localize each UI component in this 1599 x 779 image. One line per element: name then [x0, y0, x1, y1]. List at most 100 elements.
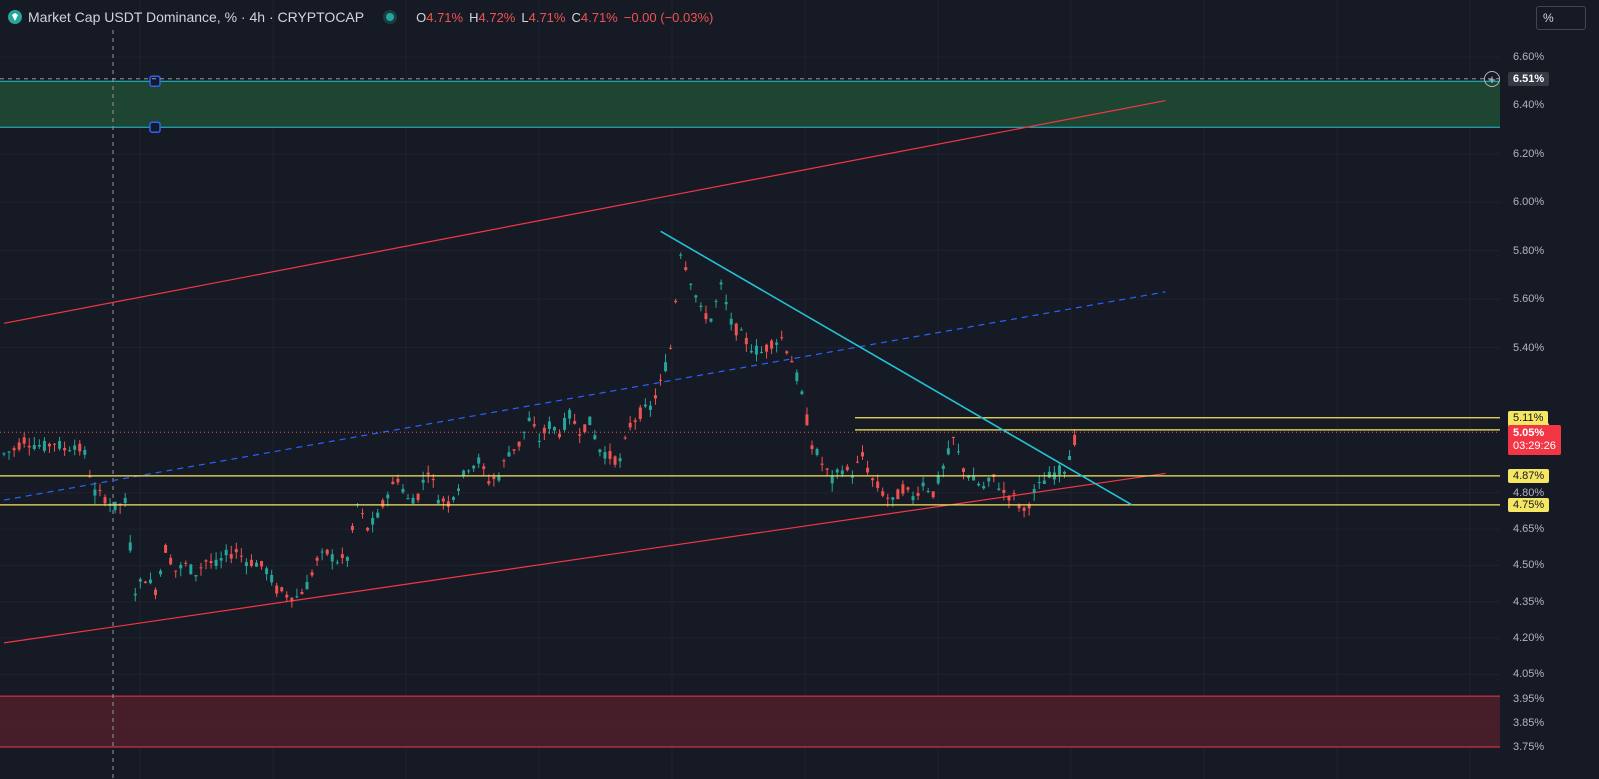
candle-body: [159, 570, 163, 575]
candle-body: [164, 544, 168, 553]
candle-body: [285, 594, 289, 598]
candle-body: [457, 488, 460, 491]
candle-body: [866, 467, 870, 473]
candle-body: [295, 596, 299, 598]
y-tick-label: 6.20%: [1513, 147, 1545, 160]
candle-body: [941, 465, 945, 469]
y-tick-label: 4.20%: [1513, 632, 1545, 645]
candle-body: [27, 445, 31, 448]
candle-body: [956, 451, 960, 453]
candle-body: [133, 593, 137, 596]
candle-body: [350, 525, 354, 531]
candle-body: [381, 500, 385, 507]
candle-body: [578, 434, 582, 436]
channel-lower-line: [3, 472, 1166, 644]
candle-body: [744, 338, 748, 345]
level-price-tag: 4.75%: [1508, 497, 1550, 512]
percent-scale-button[interactable]: %: [1536, 6, 1586, 30]
candle-body: [552, 427, 556, 431]
y-tick-label: 6.60%: [1513, 51, 1545, 63]
candle-body: [522, 431, 526, 433]
candle-body: [37, 444, 41, 447]
add-alert-plus-icon[interactable]: +: [1484, 70, 1500, 87]
candle-body: [643, 404, 647, 407]
candle-body: [815, 448, 819, 455]
candle-body: [830, 475, 834, 484]
candle-body: [128, 542, 132, 551]
market-status-dot[interactable]: [386, 13, 395, 21]
candle-body: [1017, 505, 1021, 509]
candle-body: [472, 465, 476, 469]
candle-body: [376, 512, 380, 518]
candle-body: [229, 554, 233, 559]
candle-body: [260, 561, 264, 567]
candle-body: [719, 282, 723, 285]
candle-body: [275, 585, 279, 594]
ohlc-low-key: L: [521, 9, 529, 25]
symbol-title[interactable]: Market Cap USDT Dominance, % · 4h · CRYP…: [28, 9, 365, 25]
candle-body: [855, 461, 859, 463]
candle-body: [189, 564, 193, 575]
candle-body: [714, 300, 718, 302]
candle-body: [58, 440, 62, 449]
candle-body: [542, 427, 546, 434]
candle-body: [1057, 465, 1061, 475]
candle-body: [972, 475, 976, 481]
candle-body: [785, 351, 789, 354]
y-tick-label: 4.05%: [1513, 668, 1545, 681]
candle-body: [361, 513, 365, 515]
candle-body: [265, 568, 269, 575]
candle-body: [335, 562, 339, 564]
y-tick-label: 3.85%: [1513, 716, 1545, 729]
candle-body: [946, 448, 950, 455]
y-tick-label: 3.75%: [1513, 741, 1545, 753]
candle-body: [492, 476, 496, 480]
candle-body: [901, 484, 905, 494]
y-tick-label: 6.00%: [1513, 196, 1545, 209]
candle-body: [840, 470, 844, 475]
crypto-symbol-icon[interactable]: [8, 10, 22, 24]
candle-body: [1002, 489, 1006, 493]
candle-body: [805, 414, 809, 426]
candle-body: [739, 329, 743, 331]
ohlc-high-value: 4.72%: [478, 9, 516, 25]
ohlc-open-key: O: [416, 9, 427, 25]
candle-body: [2, 453, 6, 455]
candle-body: [17, 442, 21, 450]
descending-trendline: [660, 230, 1133, 506]
candle-body: [330, 554, 334, 562]
candle-body: [936, 475, 940, 484]
y-tick-label: 3.95%: [1513, 692, 1545, 705]
candle-body: [795, 372, 799, 382]
candle-body: [83, 449, 87, 455]
candle-body: [684, 267, 688, 270]
candle-body: [68, 450, 72, 452]
candle-body: [340, 554, 344, 558]
candle-body: [401, 488, 405, 493]
y-tick-label: 5.80%: [1513, 244, 1545, 257]
candle-body: [532, 424, 536, 427]
candle-body: [169, 557, 173, 565]
candle-body: [103, 496, 107, 504]
candle-body: [431, 478, 435, 481]
candle-body: [12, 448, 16, 451]
candle-body: [462, 470, 466, 476]
candle-body: [653, 395, 657, 399]
ohlc-high-key: H: [469, 9, 479, 25]
candle-body: [53, 443, 56, 445]
bar-countdown: 03:29:26: [1513, 440, 1556, 453]
channel-upper-line: [3, 99, 1166, 324]
candle-body: [1037, 482, 1041, 484]
candle-body: [699, 305, 703, 308]
candle-body: [290, 597, 294, 602]
candle-body: [143, 581, 147, 584]
candle-body: [487, 481, 491, 484]
candle-body: [598, 449, 602, 453]
candle-body: [547, 421, 551, 429]
level-price-tag: 5.11%: [1508, 410, 1549, 425]
candle-body: [179, 564, 183, 569]
chart-legend: Market Cap USDT Dominance, % · 4h · CRYP…: [8, 6, 713, 28]
candle-body: [98, 490, 102, 492]
candle-body: [749, 351, 753, 353]
